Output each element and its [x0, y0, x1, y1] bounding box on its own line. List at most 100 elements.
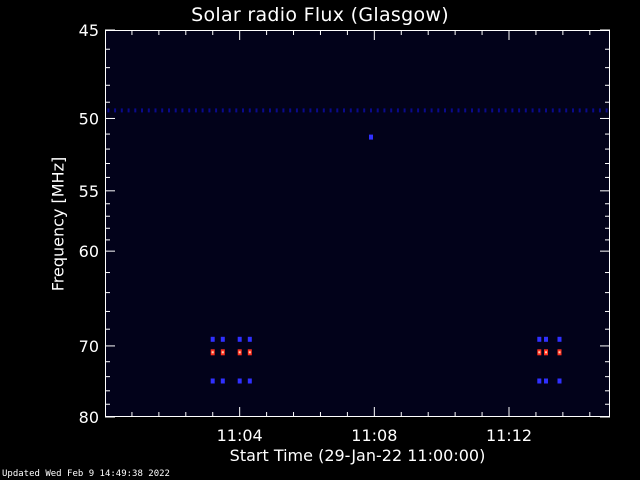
- band-mark: [343, 108, 345, 113]
- band-mark: [134, 108, 137, 113]
- band-mark: [551, 108, 554, 113]
- band-mark: [598, 108, 601, 113]
- chart-title: Solar radio Flux (Glasgow): [191, 4, 449, 26]
- band-mark: [161, 108, 164, 113]
- y-tick-label: 70: [79, 337, 99, 356]
- band-mark: [518, 108, 521, 113]
- band-mark: [322, 108, 325, 113]
- updated-timestamp: Updated Wed Feb 9 14:49:38 2022: [2, 469, 170, 479]
- band-mark: [174, 108, 177, 113]
- y-tick-label: 55: [79, 182, 99, 201]
- band-mark: [417, 108, 420, 113]
- band-mark: [592, 108, 595, 113]
- feature-layer: [210, 134, 562, 384]
- band-mark: [188, 108, 191, 113]
- band-mark: [531, 108, 534, 113]
- band-mark: [430, 108, 433, 113]
- band-mark: [403, 108, 406, 113]
- x-tick-label: 11:08: [351, 426, 397, 445]
- band-mark: [572, 108, 574, 113]
- emission-mark: [557, 378, 562, 384]
- band-mark: [471, 108, 473, 113]
- emission-peak-mark: [538, 351, 541, 354]
- y-axis-label: Frequency [MHz]: [48, 156, 68, 292]
- band-mark: [578, 108, 581, 113]
- band-mark: [349, 108, 352, 113]
- band-mark: [262, 108, 265, 113]
- band-mark: [370, 108, 372, 113]
- band-mark: [275, 108, 278, 113]
- band-mark: [423, 108, 426, 113]
- band-mark: [356, 108, 359, 113]
- band-mark: [120, 108, 123, 113]
- band-mark: [457, 108, 460, 113]
- y-tick-label: 45: [79, 21, 99, 40]
- band-mark: [504, 108, 507, 113]
- band-mark: [410, 108, 413, 113]
- band-mark: [565, 108, 568, 113]
- band-mark: [141, 108, 143, 113]
- band-mark: [450, 108, 453, 113]
- band-mark: [444, 108, 446, 113]
- axis-layer: 45 50 55 60 70 80 11:04 11:08 11:12: [79, 21, 610, 445]
- band-mark: [295, 108, 298, 113]
- band-mark: [545, 108, 547, 113]
- band-mark: [242, 108, 244, 113]
- band-layer: [107, 108, 608, 113]
- band-mark: [194, 108, 197, 113]
- y-tick-label: 50: [79, 109, 99, 128]
- emission-mark: [247, 336, 252, 342]
- band-mark: [235, 108, 238, 113]
- band-mark: [147, 108, 150, 113]
- emission-mark: [247, 378, 252, 384]
- y-tick-label: 60: [79, 242, 99, 261]
- emission-mark: [544, 378, 548, 384]
- band-mark: [363, 108, 366, 113]
- band-mark: [221, 108, 224, 113]
- emission-peak-mark: [211, 351, 214, 354]
- band-mark: [524, 108, 527, 113]
- emission-mark: [369, 134, 373, 140]
- band-mark: [329, 108, 332, 113]
- band-mark: [585, 108, 588, 113]
- band-mark: [282, 108, 285, 113]
- emission-mark: [537, 336, 542, 342]
- band-mark: [396, 108, 399, 113]
- band-mark: [168, 108, 170, 113]
- band-mark: [289, 108, 292, 113]
- emission-mark: [537, 378, 542, 384]
- band-mark: [215, 108, 218, 113]
- emission-mark: [237, 378, 242, 384]
- x-tick-label: 11:12: [486, 426, 532, 445]
- emission-mark: [544, 336, 548, 342]
- band-mark: [336, 108, 339, 113]
- emission-peak-mark: [221, 351, 224, 354]
- band-mark: [477, 108, 480, 113]
- x-axis-label: Start Time (29-Jan-22 11:00:00): [229, 446, 486, 465]
- emission-mark: [220, 336, 225, 342]
- x-tick-label: 11:04: [217, 426, 263, 445]
- emission-mark: [210, 336, 215, 342]
- band-mark: [316, 108, 319, 113]
- emission-peak-mark: [545, 351, 547, 354]
- band-mark: [484, 108, 487, 113]
- band-mark: [491, 108, 494, 113]
- band-mark: [383, 108, 386, 113]
- band-mark: [437, 108, 440, 113]
- y-tick-label: 80: [79, 408, 99, 427]
- band-mark: [114, 108, 117, 113]
- band-mark: [228, 108, 231, 113]
- band-mark: [464, 108, 467, 113]
- band-mark: [107, 108, 110, 113]
- band-mark: [376, 108, 379, 113]
- band-mark: [390, 108, 393, 113]
- band-mark: [605, 108, 608, 113]
- band-mark: [255, 108, 258, 113]
- plot-frame: [105, 30, 610, 417]
- emission-peak-mark: [558, 351, 561, 354]
- emission-mark: [237, 336, 242, 342]
- band-mark: [208, 108, 211, 113]
- band-mark: [154, 108, 157, 113]
- band-mark: [309, 108, 312, 113]
